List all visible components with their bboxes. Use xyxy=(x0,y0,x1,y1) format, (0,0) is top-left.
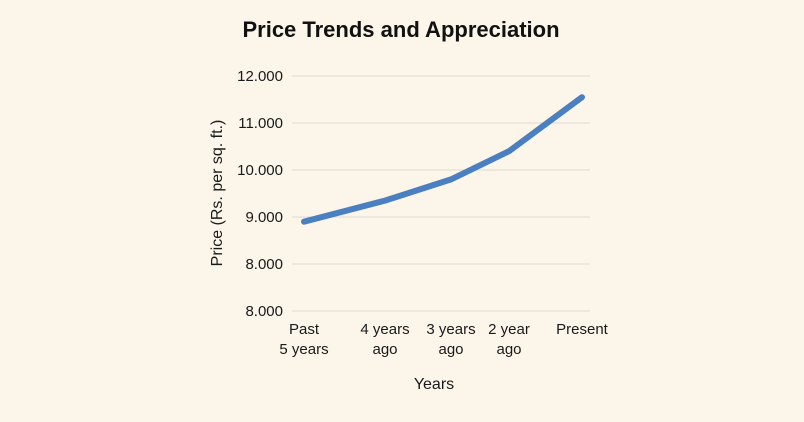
gridlines xyxy=(292,75,590,312)
series-line xyxy=(301,94,585,225)
x-tick-label: Present xyxy=(556,321,609,338)
y-tick-label: 8.000 xyxy=(245,303,283,320)
y-tick-label: 10.000 xyxy=(237,162,283,179)
x-tick-label: 4 years ago xyxy=(360,321,409,358)
x-tick-label: 3 years ago xyxy=(426,321,475,358)
y-tick-label: 11.000 xyxy=(238,115,283,132)
x-tick-label: 2 year ago xyxy=(488,321,530,358)
y-tick-label: 8.000 xyxy=(245,256,283,273)
y-tick-label: 9.000 xyxy=(245,209,283,226)
x-axis-label: Years xyxy=(414,376,454,393)
x-axis-ticks: Past 5 years 4 years ago 3 years ago 2 year ago… xyxy=(279,321,608,358)
series-layer xyxy=(301,94,585,225)
y-tick-label: 12.000 xyxy=(237,68,283,85)
y-axis-label: Price (Rs. per sq. ft.) xyxy=(209,120,226,267)
chart-title: Price Trends and Appreciation xyxy=(242,17,559,42)
x-tick-label: Past 5 years xyxy=(279,321,328,358)
y-axis-ticks: 8.000 8.000 9.000 10.000 11.000 12.000 xyxy=(237,68,283,320)
